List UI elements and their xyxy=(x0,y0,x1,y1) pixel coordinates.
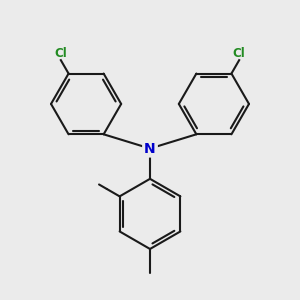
Text: N: N xyxy=(144,142,156,155)
Text: Cl: Cl xyxy=(233,47,245,60)
Text: Cl: Cl xyxy=(55,47,67,60)
